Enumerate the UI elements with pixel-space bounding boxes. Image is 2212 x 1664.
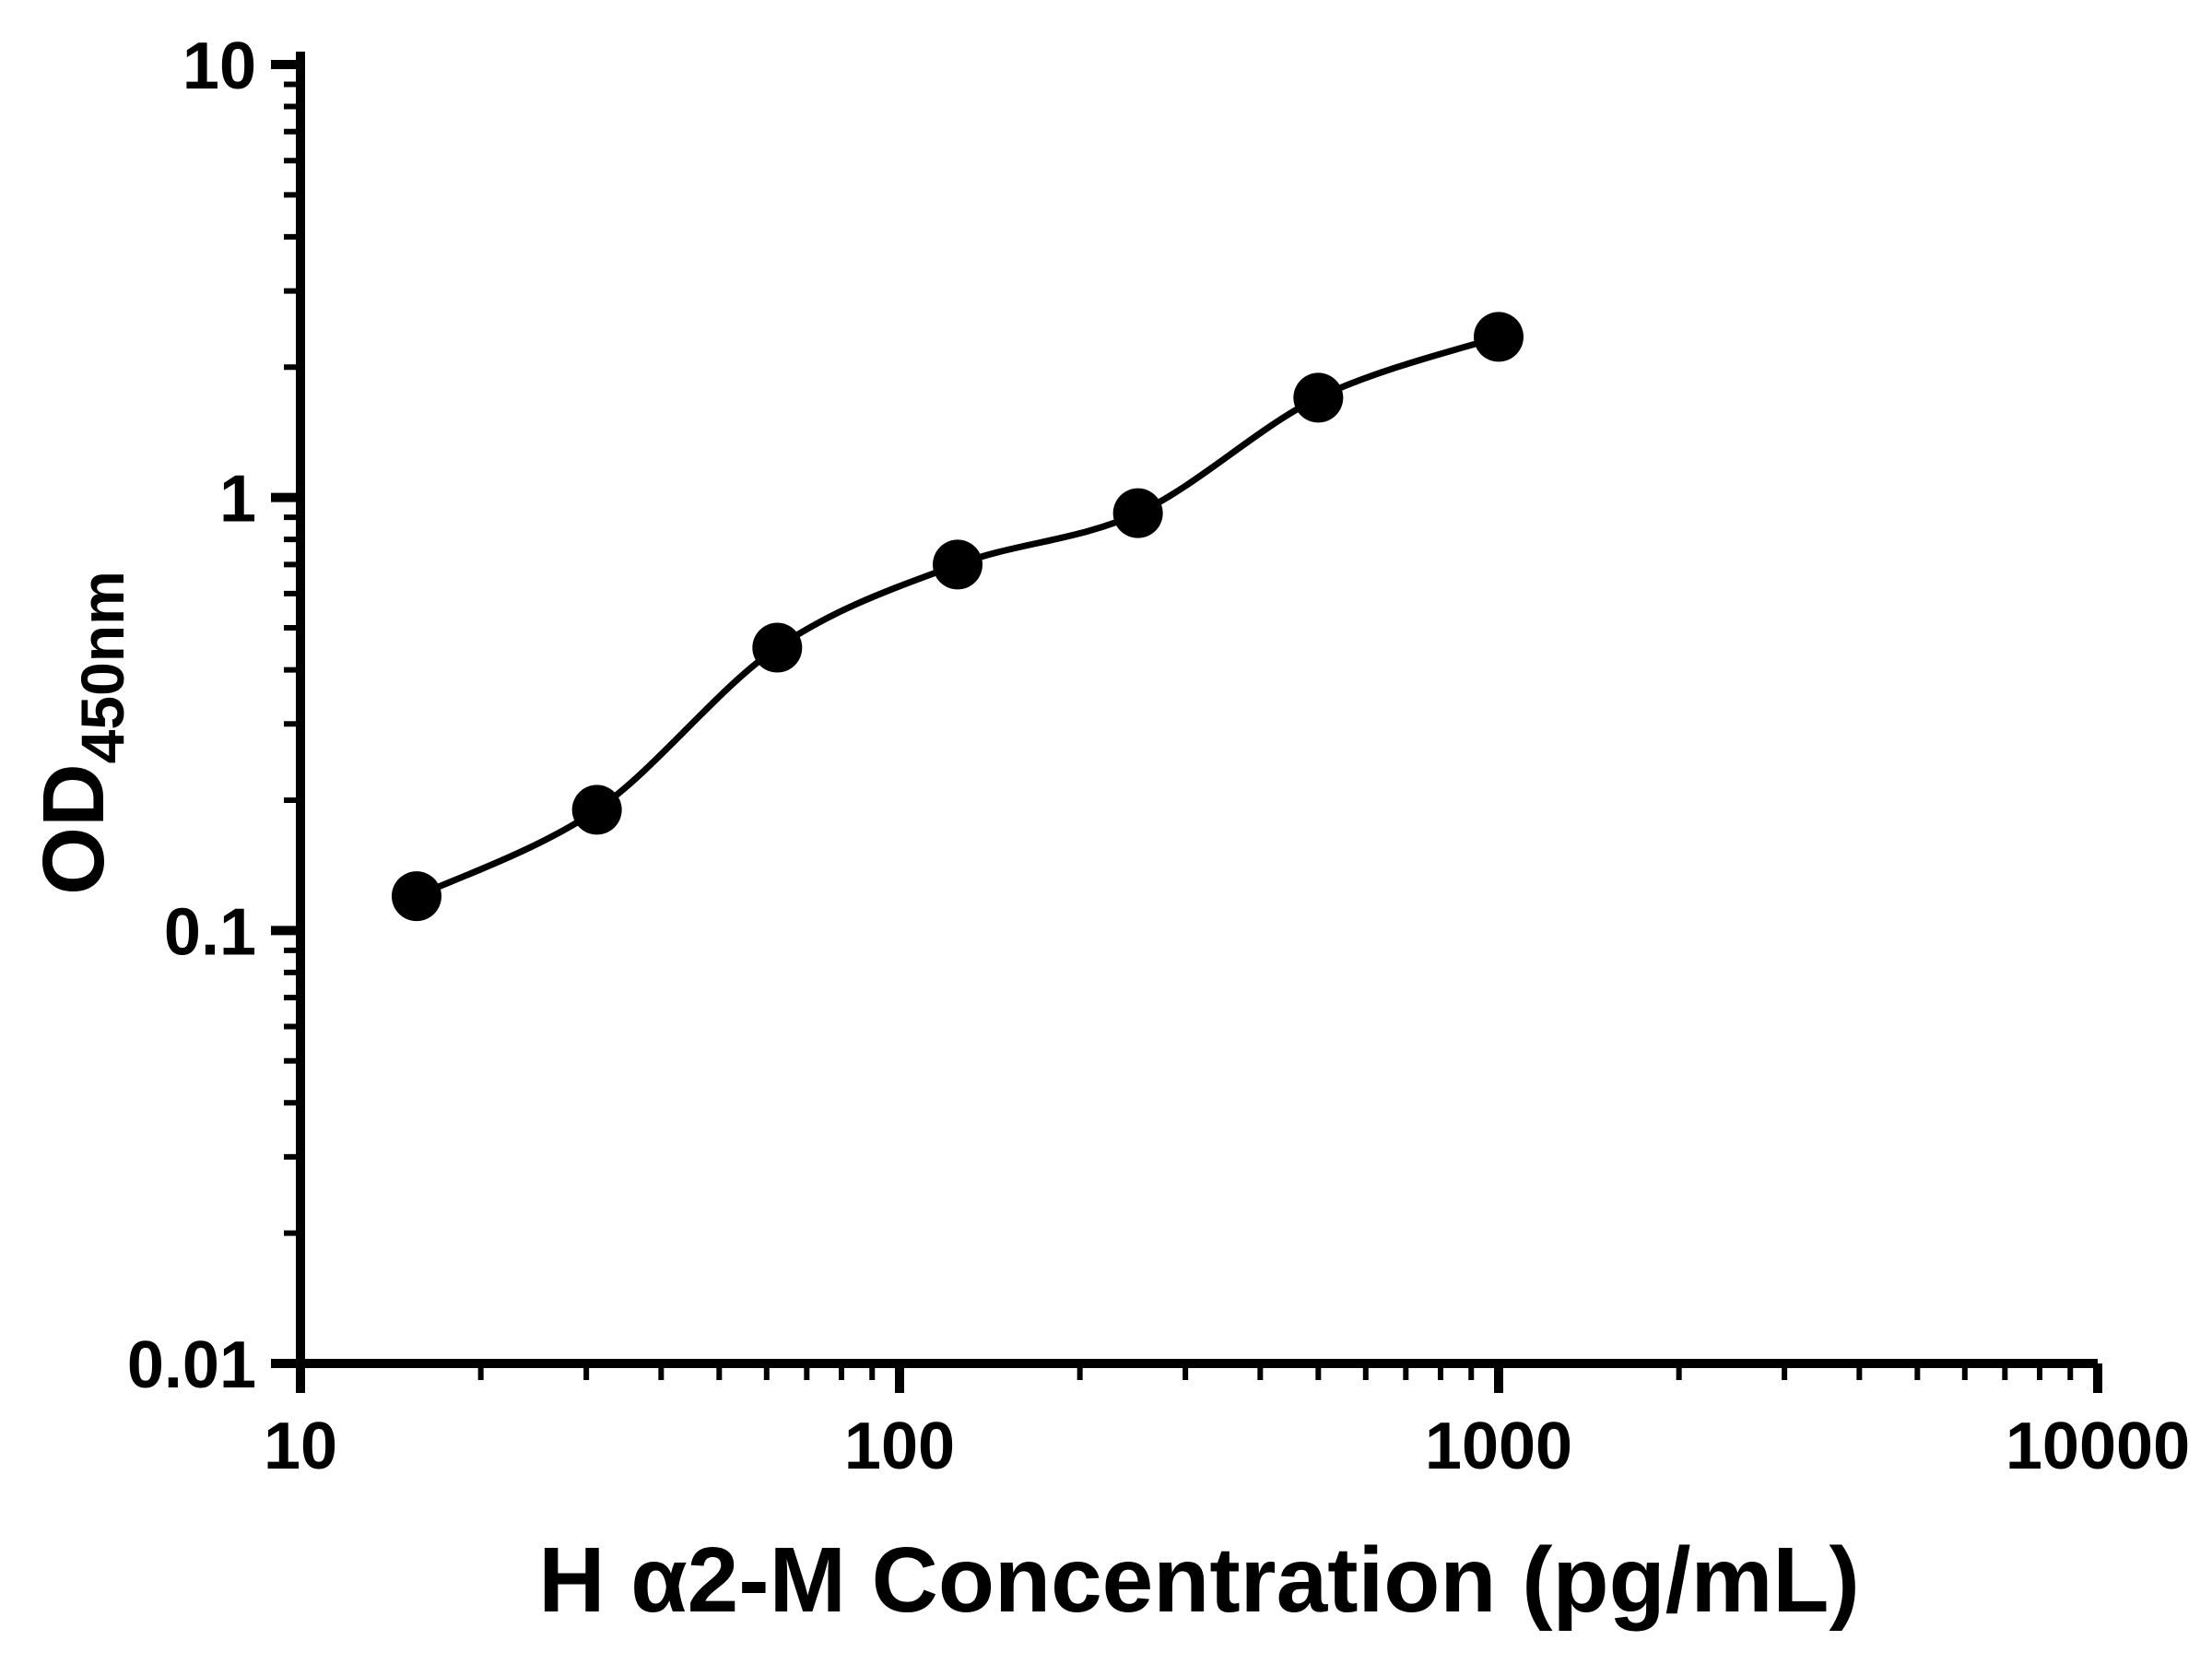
data-point — [932, 539, 982, 590]
y-axis-title-sub: 450nm — [68, 571, 136, 763]
y-tick-label: 0.01 — [127, 1328, 256, 1402]
x-tick-label: 1000 — [1425, 1410, 1572, 1483]
data-point — [1474, 312, 1524, 362]
data-point — [1293, 372, 1344, 423]
axis-lines — [296, 52, 2098, 1368]
series-group — [391, 312, 1524, 922]
x-tick-label: 10 — [264, 1410, 337, 1483]
axes-group — [296, 52, 2098, 1368]
y-axis-title: OD450nm — [25, 571, 136, 895]
data-point — [1112, 488, 1163, 538]
x-axis-title: H α2-M Concentration (pg/mL) — [538, 1528, 1860, 1632]
data-point — [752, 622, 803, 673]
data-point — [391, 871, 441, 922]
data-point — [571, 785, 622, 835]
ticks-group — [271, 60, 2102, 1393]
tick-labels-group: 10 100 1000 10000 0.01 0.1 1 10 — [127, 30, 2190, 1483]
y-tick-label: 1 — [219, 463, 256, 537]
y-tick-label: 10 — [182, 30, 256, 103]
y-tick-label: 0.1 — [164, 895, 256, 969]
x-tick-label: 10000 — [2006, 1410, 2190, 1483]
y-axis-title-main: OD — [25, 763, 123, 895]
x-tick-label: 100 — [844, 1410, 955, 1483]
